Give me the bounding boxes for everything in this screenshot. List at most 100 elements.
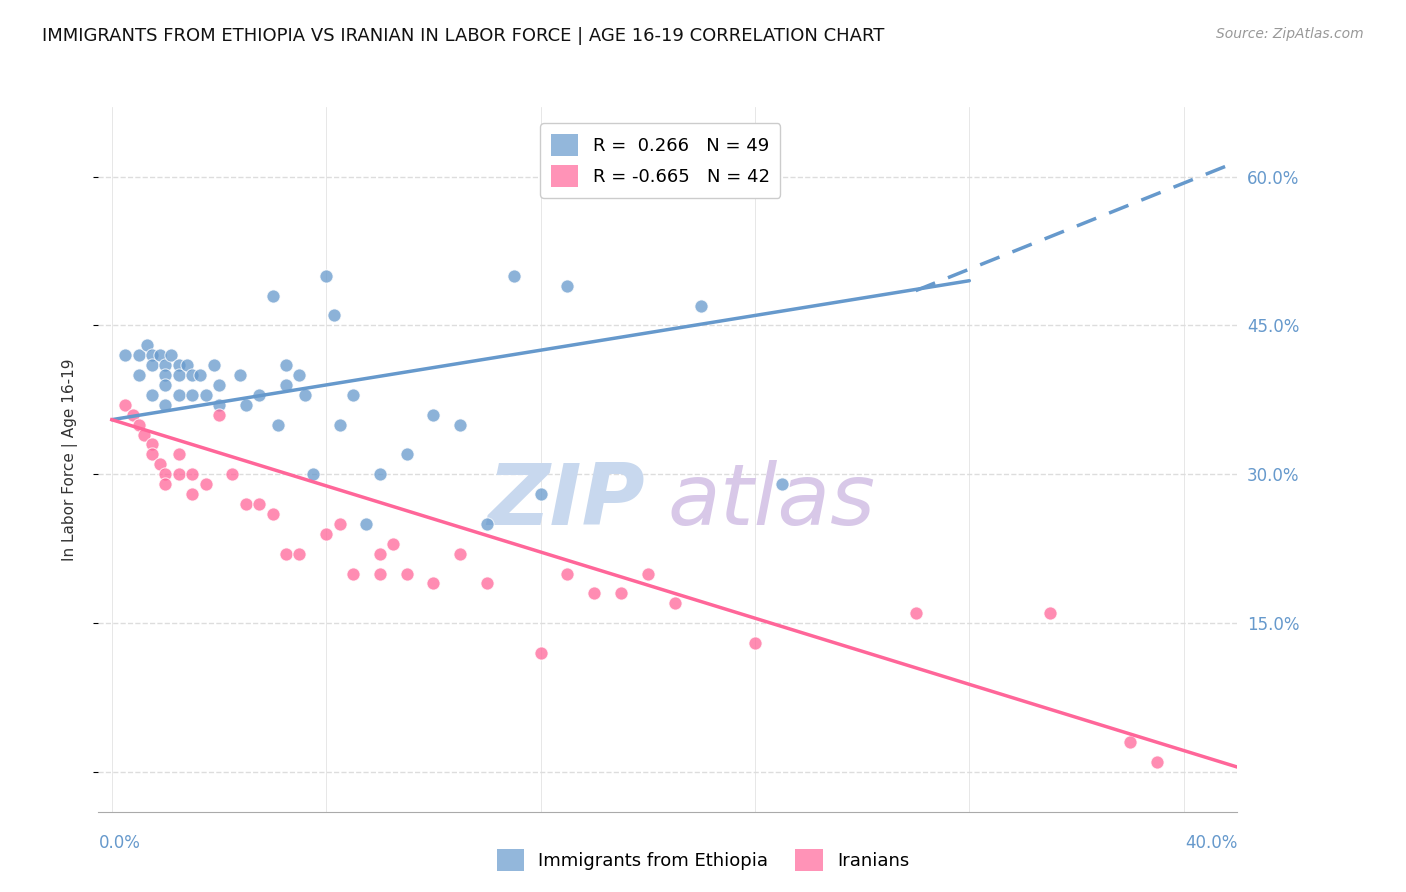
Point (141, 358, 163, 372)
Point (274, 547, 297, 561)
Point (167, 358, 190, 372)
Point (475, 516, 498, 531)
Point (114, 348, 136, 362)
Point (690, 299, 713, 313)
Point (159, 348, 181, 362)
Point (382, 537, 405, 551)
Point (637, 566, 659, 581)
Point (114, 398, 136, 412)
Point (167, 388, 190, 402)
Point (194, 388, 217, 402)
Point (235, 497, 257, 511)
Point (610, 586, 633, 600)
Point (529, 487, 551, 501)
Point (274, 358, 297, 372)
Point (167, 467, 190, 482)
Point (202, 358, 225, 372)
Point (1119, 735, 1142, 749)
Point (167, 447, 190, 461)
Point (141, 348, 163, 362)
Point (475, 576, 498, 591)
Point (422, 408, 444, 422)
Point (229, 368, 252, 382)
Point (132, 427, 155, 442)
Text: atlas: atlas (668, 460, 876, 543)
Point (274, 378, 297, 392)
Point (149, 348, 172, 362)
Point (149, 458, 172, 472)
Point (208, 378, 231, 392)
Point (557, 278, 579, 293)
Point (181, 388, 204, 402)
Point (155, 398, 177, 412)
Point (744, 636, 766, 650)
Point (235, 398, 257, 412)
Legend: R =  0.266   N = 49, R = -0.665   N = 42: R = 0.266 N = 49, R = -0.665 N = 42 (540, 123, 780, 198)
Point (262, 288, 284, 302)
Point (128, 368, 150, 382)
Point (141, 437, 163, 451)
Point (176, 358, 198, 372)
Point (1146, 755, 1168, 769)
Point (181, 467, 204, 482)
Point (529, 646, 551, 660)
Point (208, 408, 231, 422)
Point (1039, 606, 1062, 620)
Point (208, 398, 231, 412)
Y-axis label: In Labor Force | Age 16-19: In Labor Force | Age 16-19 (62, 358, 77, 561)
Point (342, 388, 364, 402)
Point (770, 477, 793, 491)
Point (155, 477, 177, 491)
Point (188, 368, 211, 382)
Text: IMMIGRANTS FROM ETHIOPIA VS IRANIAN IN LABOR FORCE | AGE 16-19 CORRELATION CHART: IMMIGRANTS FROM ETHIOPIA VS IRANIAN IN L… (42, 27, 884, 45)
Point (155, 378, 177, 392)
Point (315, 268, 337, 283)
Point (141, 388, 163, 402)
Text: 0.0%: 0.0% (98, 834, 141, 852)
Text: Source: ZipAtlas.com: Source: ZipAtlas.com (1216, 27, 1364, 41)
Point (422, 576, 444, 591)
Point (288, 368, 311, 382)
Point (301, 467, 323, 482)
Point (247, 388, 270, 402)
Point (181, 368, 204, 382)
Point (368, 467, 391, 482)
Point (449, 417, 471, 432)
Point (294, 388, 316, 402)
Point (247, 497, 270, 511)
Point (583, 586, 606, 600)
Point (141, 447, 163, 461)
Point (329, 516, 352, 531)
Point (368, 566, 391, 581)
Point (368, 547, 391, 561)
Point (395, 447, 418, 461)
Point (395, 566, 418, 581)
Text: 40.0%: 40.0% (1185, 834, 1237, 852)
Point (128, 348, 150, 362)
Point (194, 477, 217, 491)
Point (315, 526, 337, 541)
Text: ZIP: ZIP (488, 460, 645, 543)
Point (135, 338, 157, 352)
Point (262, 507, 284, 521)
Point (155, 358, 177, 372)
Point (267, 417, 290, 432)
Point (128, 417, 150, 432)
Point (167, 368, 190, 382)
Legend: Immigrants from Ethiopia, Iranians: Immigrants from Ethiopia, Iranians (489, 842, 917, 879)
Point (356, 516, 378, 531)
Point (323, 309, 346, 323)
Point (122, 408, 145, 422)
Point (221, 467, 243, 482)
Point (181, 487, 204, 501)
Point (502, 268, 524, 283)
Point (664, 596, 686, 610)
Point (449, 547, 471, 561)
Point (329, 417, 352, 432)
Point (557, 566, 579, 581)
Point (904, 606, 927, 620)
Point (155, 368, 177, 382)
Point (155, 467, 177, 482)
Point (342, 566, 364, 581)
Point (288, 547, 311, 561)
